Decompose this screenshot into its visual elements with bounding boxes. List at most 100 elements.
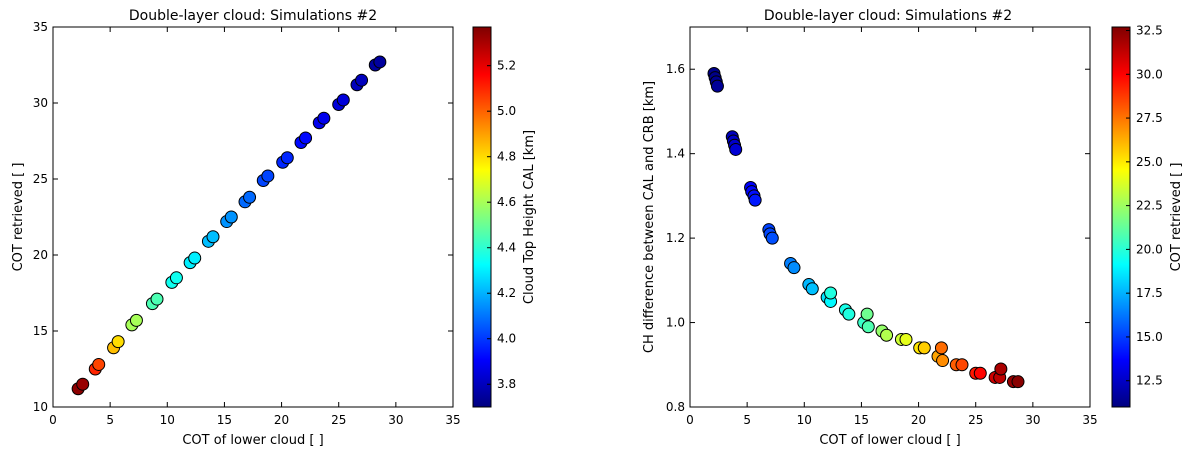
chart-2-colorbar-ticks: 12.5 15.0 17.5 20.0 22.5 25.0 27.5 30.0 32.5 <box>1126 24 1163 388</box>
chart-1-point-5 <box>111 335 125 349</box>
chart-1-cbar-tick-label-2: 4.2 <box>497 286 516 300</box>
chart-1-point-3 <box>92 357 106 371</box>
chart-2-xtick-label-3: 15 <box>854 413 869 427</box>
chart-2-point-28 <box>880 328 894 342</box>
chart-2-cbar-tick-label-6: 27.5 <box>1136 111 1163 125</box>
chart-1-xtick-label-4: 20 <box>274 413 289 427</box>
chart-1-title: Double-layer cloud: Simulations #2 <box>129 8 377 24</box>
chart-2-point-39 <box>973 366 987 380</box>
chart-2-point-44 <box>1011 375 1025 389</box>
chart-2-point-26 <box>860 307 874 321</box>
chart-2-point-42 <box>994 362 1008 376</box>
chart-1-y-axis: 10 15 20 25 30 35 <box>33 20 453 414</box>
chart-2-xtick-label-4: 20 <box>911 413 926 427</box>
chart-1-ytick-label-1: 15 <box>33 324 48 338</box>
chart-2-xtick-label-2: 10 <box>797 413 812 427</box>
chart-2-colorbar <box>1111 26 1131 408</box>
chart-2-point-14 <box>765 231 779 245</box>
chart-2-ytick-label-1: 1.0 <box>666 316 685 330</box>
chart-1-cbar-tick-label-6: 5.0 <box>497 104 516 118</box>
chart-1-cbar-tick-label-0: 3.8 <box>497 377 516 391</box>
chart-2: Double-layer cloud: Simulations #2 0 5 10 1… <box>642 8 1184 448</box>
chart-2-point-7 <box>729 142 743 156</box>
chart-1-cbar-tick-label-4: 4.6 <box>497 195 516 209</box>
chart-1-colorbar-ticks: 3.8 4.0 4.2 4.4 4.6 4.8 5.0 5.2 <box>487 59 516 391</box>
chart-2-points <box>707 66 1025 389</box>
chart-1-points <box>71 55 387 396</box>
chart-1-x-axis: 0 5 10 15 20 25 30 35 <box>49 27 461 427</box>
chart-1-point-13 <box>188 251 202 265</box>
chart-1-cbar-tick-label-3: 4.4 <box>497 241 516 255</box>
chart-1-point-15 <box>206 230 220 244</box>
chart-2-cbar-tick-label-2: 17.5 <box>1136 286 1163 300</box>
chart-2-title: Double-layer cloud: Simulations #2 <box>764 8 1012 24</box>
chart-2-point-30 <box>899 332 913 346</box>
chart-2-point-16 <box>787 261 801 275</box>
chart-1-cbar-tick-label-1: 4.0 <box>497 332 516 346</box>
chart-2-cbar-tick-label-4: 22.5 <box>1136 199 1163 213</box>
chart-2-plot-area <box>689 26 1091 408</box>
chart-2-point-11 <box>748 193 762 207</box>
chart-2-point-32 <box>917 341 931 355</box>
chart-1-cbar-tick-label-7: 5.2 <box>497 59 516 73</box>
chart-2-ytick-label-2: 1.2 <box>666 231 685 245</box>
chart-1-point-27 <box>317 111 331 125</box>
chart-1-point-33 <box>373 55 387 69</box>
chart-1-ytick-label-2: 20 <box>33 248 48 262</box>
chart-2-x-axis: 0 5 10 15 20 25 30 35 <box>686 27 1098 427</box>
chart-1-point-9 <box>150 292 164 306</box>
chart-1-ytick-label-4: 30 <box>33 96 48 110</box>
chart-1-point-21 <box>261 169 275 183</box>
chart-2-cbar-tick-label-5: 25.0 <box>1136 155 1163 169</box>
chart-2-cbar-tick-label-3: 20.0 <box>1136 242 1163 256</box>
chart-1-ytick-label-3: 25 <box>33 172 48 186</box>
chart-1-point-11 <box>169 271 183 285</box>
chart-2-xtick-label-5: 25 <box>968 413 983 427</box>
chart-1-xtick-label-7: 35 <box>445 413 460 427</box>
chart-1: Double-layer cloud: Simulations #2 0 5 10 1… <box>11 8 537 448</box>
chart-2-colorbar-label: COT retrieved [ ] <box>1169 163 1184 272</box>
chart-2-cbar-tick-label-1: 15.0 <box>1136 330 1163 344</box>
chart-1-xtick-label-0: 0 <box>49 413 57 427</box>
chart-2-y-axis: 0.8 1.0 1.2 1.4 1.6 <box>666 62 1090 414</box>
chart-2-point-21 <box>824 286 838 300</box>
chart-1-cbar-tick-label-5: 4.8 <box>497 150 516 164</box>
chart-1-point-19 <box>243 190 257 204</box>
chart-1-x-label: COT of lower cloud [ ] <box>182 433 323 448</box>
chart-1-point-1 <box>76 377 90 391</box>
chart-2-x-label: COT of lower cloud [ ] <box>819 433 960 448</box>
chart-1-point-23 <box>280 151 294 165</box>
chart-2-xtick-label-7: 35 <box>1082 413 1097 427</box>
chart-2-cbar-tick-label-8: 32.5 <box>1136 24 1163 38</box>
chart-1-ytick-label-5: 35 <box>33 20 48 34</box>
chart-2-ytick-label-3: 1.4 <box>666 147 685 161</box>
chart-1-xtick-label-6: 30 <box>388 413 403 427</box>
chart-2-xtick-label-1: 5 <box>743 413 751 427</box>
chart-2-point-18 <box>805 282 819 296</box>
chart-1-xtick-label-2: 10 <box>160 413 175 427</box>
chart-2-point-3 <box>710 79 724 93</box>
chart-1-colorbar <box>472 26 492 408</box>
chart-2-y-label: CH difference between CAL and CRB [km] <box>642 81 657 353</box>
chart-1-point-25 <box>299 131 313 145</box>
chart-1-point-17 <box>224 210 238 224</box>
chart-2-ytick-label-4: 1.6 <box>666 62 685 76</box>
chart-2-xtick-label-0: 0 <box>686 413 694 427</box>
chart-1-y-label: COT retrieved [ ] <box>11 163 26 272</box>
chart-1-point-31 <box>355 73 369 87</box>
chart-1-colorbar-label: Cloud Top Height CAL [km] <box>522 130 537 304</box>
chart-2-cbar-tick-label-7: 30.0 <box>1136 67 1163 81</box>
chart-2-ytick-label-0: 0.8 <box>666 400 685 414</box>
chart-2-point-23 <box>842 307 856 321</box>
chart-2-point-37 <box>955 358 969 372</box>
chart-1-xtick-label-3: 15 <box>217 413 232 427</box>
chart-1-point-29 <box>336 93 350 107</box>
chart-2-xtick-label-6: 30 <box>1025 413 1040 427</box>
chart-2-point-34 <box>936 354 950 368</box>
chart-1-xtick-label-5: 25 <box>331 413 346 427</box>
chart-1-ytick-label-0: 10 <box>33 400 48 414</box>
chart-2-point-35 <box>934 341 948 355</box>
chart-1-xtick-label-1: 5 <box>106 413 114 427</box>
chart-2-cbar-tick-label-0: 12.5 <box>1136 374 1163 388</box>
